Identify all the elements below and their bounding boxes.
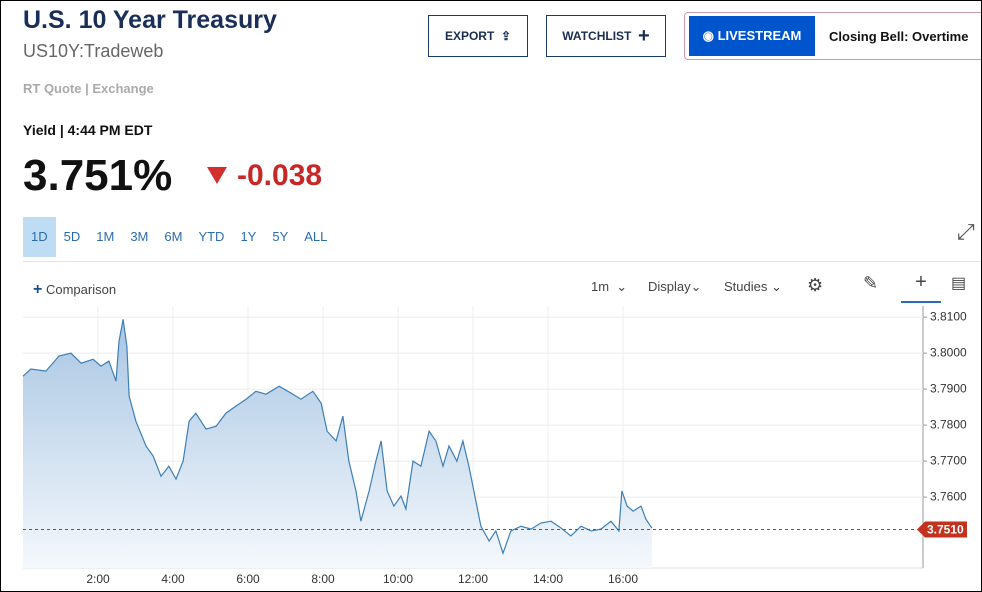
y-tick-label: 3.7900 (930, 381, 967, 395)
range-tabs: 1D 5D 1M 3M 6M YTD 1Y 5Y ALL (23, 217, 335, 257)
export-label: EXPORT (444, 29, 495, 43)
last-value-label: 3.7510 (927, 523, 964, 537)
range-tab[interactable]: 3M (130, 229, 149, 244)
range-tab[interactable]: 5D (63, 229, 81, 244)
crosshair-icon[interactable]: + (901, 271, 941, 303)
range-tab[interactable]: 6M (164, 229, 183, 244)
draw-icon[interactable]: ✎ (863, 273, 879, 293)
y-tick-label: 3.7800 (930, 417, 967, 431)
show-name: Closing Bell: Overtime (829, 29, 969, 44)
quote-label: Yield | 4:44 PM EDT (23, 122, 153, 138)
interval-menu[interactable]: 1m ⌄ (591, 279, 628, 294)
price: 3.751% (23, 151, 173, 200)
y-tick-label: 3.8100 (930, 309, 967, 323)
y-tick-label: 3.7700 (930, 453, 967, 467)
source: RT Quote | Exchange (23, 81, 154, 96)
x-tick-label: 8:00 (311, 572, 335, 586)
range-tab[interactable]: YTD (198, 229, 225, 244)
livestream-button[interactable]: ◉ LIVESTREAM (689, 16, 815, 56)
studies-menu[interactable]: Studies ⌄ (724, 279, 782, 294)
range-tab[interactable]: 1Y (240, 229, 257, 244)
title: U.S. 10 Year Treasury (23, 6, 277, 34)
display-menu[interactable]: Display⌄ (648, 279, 702, 294)
area (23, 319, 652, 568)
interval-label: 1m (591, 279, 610, 294)
x-tick-label: 14:00 (533, 572, 563, 586)
comment-icon[interactable]: ▤ (951, 275, 967, 292)
livestream-box[interactable]: ◉ LIVESTREAM Closing Bell: Overtime (684, 12, 981, 60)
export-button[interactable]: EXPORT ⇪ (428, 15, 528, 57)
range-tab[interactable]: 5Y (272, 229, 289, 244)
last-value-tag (917, 521, 967, 538)
x-tick-label: 6:00 (236, 572, 260, 586)
display-label: Display (648, 279, 691, 294)
studies-label: Studies (724, 279, 768, 294)
x-tick-label: 10:00 (383, 572, 413, 586)
range-tab[interactable]: 1M (96, 229, 115, 244)
x-tick-label: 2:00 (86, 572, 110, 586)
range-tab[interactable]: 1D (23, 217, 56, 257)
comparison-label: Comparison (45, 282, 117, 297)
livestream-label: LIVESTREAM (717, 28, 802, 43)
range-tab[interactable]: ALL (304, 229, 328, 244)
symbol: US10Y:Tradeweb (23, 41, 164, 61)
y-tick-label: 3.8000 (930, 345, 967, 359)
y-tick-label: 3.7600 (930, 489, 967, 503)
watchlist-label: WATCHLIST (562, 29, 632, 43)
x-tick-label: 12:00 (458, 572, 488, 586)
expand-icon[interactable]: ⤢ (957, 219, 975, 244)
comparison-button[interactable]: + Comparison (33, 281, 117, 298)
x-tick-label: 16:00 (608, 572, 638, 586)
divider (23, 261, 981, 262)
settings-icon[interactable]: ⚙ (807, 275, 824, 295)
down-arrow (207, 167, 227, 184)
price-line (22, 319, 653, 556)
watchlist-button[interactable]: WATCHLIST + (546, 15, 666, 57)
change: -0.038 (237, 159, 323, 192)
x-tick-label: 4:00 (161, 572, 185, 586)
